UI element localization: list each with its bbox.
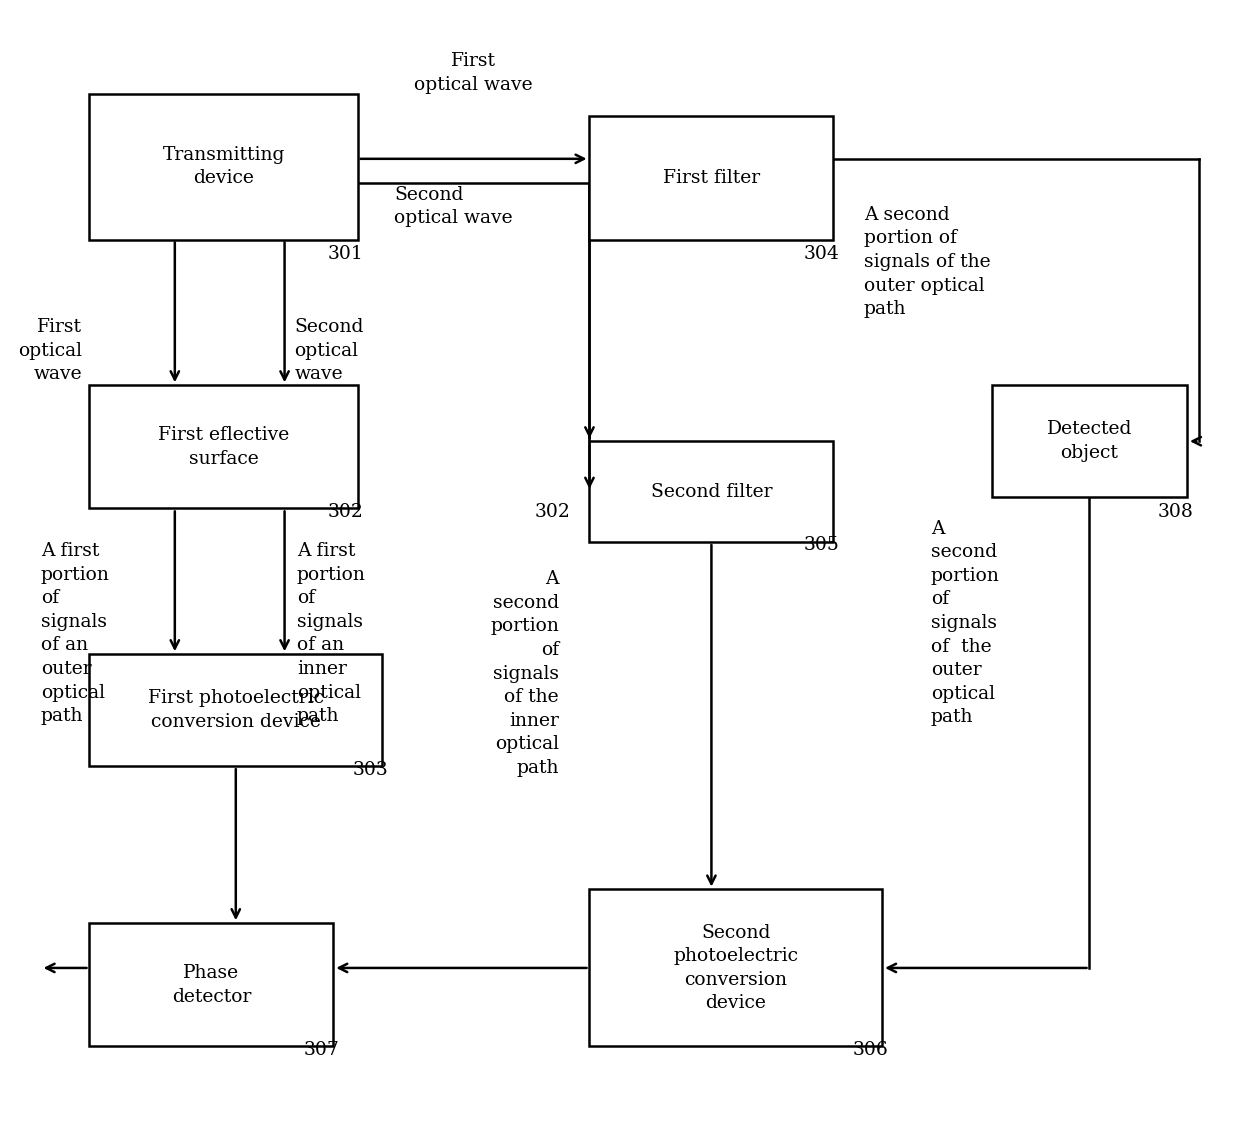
Text: Second filter: Second filter (651, 483, 773, 500)
Text: 305: 305 (804, 536, 839, 554)
Text: A
second
portion
of
signals
of  the
outer
optical
path: A second portion of signals of the outer… (931, 519, 999, 726)
Text: Detected
object: Detected object (1047, 420, 1132, 462)
Bar (89, 385, 358, 508)
Bar (992, 385, 1187, 497)
Text: 301: 301 (329, 245, 363, 263)
Text: A
second
portion
of
signals
of the
inner
optical
path: A second portion of signals of the inner… (490, 570, 559, 777)
Text: First photoelectric
conversion device: First photoelectric conversion device (148, 690, 324, 730)
Bar (89, 924, 334, 1047)
Text: First eflective
surface: First eflective surface (157, 426, 289, 467)
Text: Second
optical wave: Second optical wave (394, 185, 513, 227)
Bar (589, 116, 833, 239)
Bar (589, 890, 882, 1047)
Text: Phase
detector: Phase detector (171, 964, 250, 1006)
Text: 306: 306 (853, 1041, 888, 1059)
Text: 302: 302 (534, 502, 570, 520)
Text: A second
portion of
signals of the
outer optical
path: A second portion of signals of the outer… (864, 205, 991, 318)
Bar (589, 441, 833, 542)
Text: Second
photoelectric
conversion
device: Second photoelectric conversion device (673, 924, 799, 1013)
Text: First
optical wave: First optical wave (414, 52, 533, 94)
Text: Second
optical
wave: Second optical wave (294, 318, 363, 383)
Text: 307: 307 (304, 1041, 340, 1059)
Text: A first
portion
of
signals
of an
outer
optical
path: A first portion of signals of an outer o… (41, 542, 109, 725)
Text: A first
portion
of
signals
of an
inner
optical
path: A first portion of signals of an inner o… (296, 542, 366, 725)
Text: First filter: First filter (663, 169, 760, 187)
Text: First
optical
wave: First optical wave (19, 318, 82, 383)
Text: 302: 302 (327, 502, 363, 520)
Bar (89, 94, 358, 239)
Text: 308: 308 (1157, 502, 1193, 520)
Text: 303: 303 (352, 761, 388, 779)
Text: Transmitting
device: Transmitting device (162, 146, 285, 187)
Bar (89, 654, 382, 767)
Text: 304: 304 (804, 245, 839, 263)
